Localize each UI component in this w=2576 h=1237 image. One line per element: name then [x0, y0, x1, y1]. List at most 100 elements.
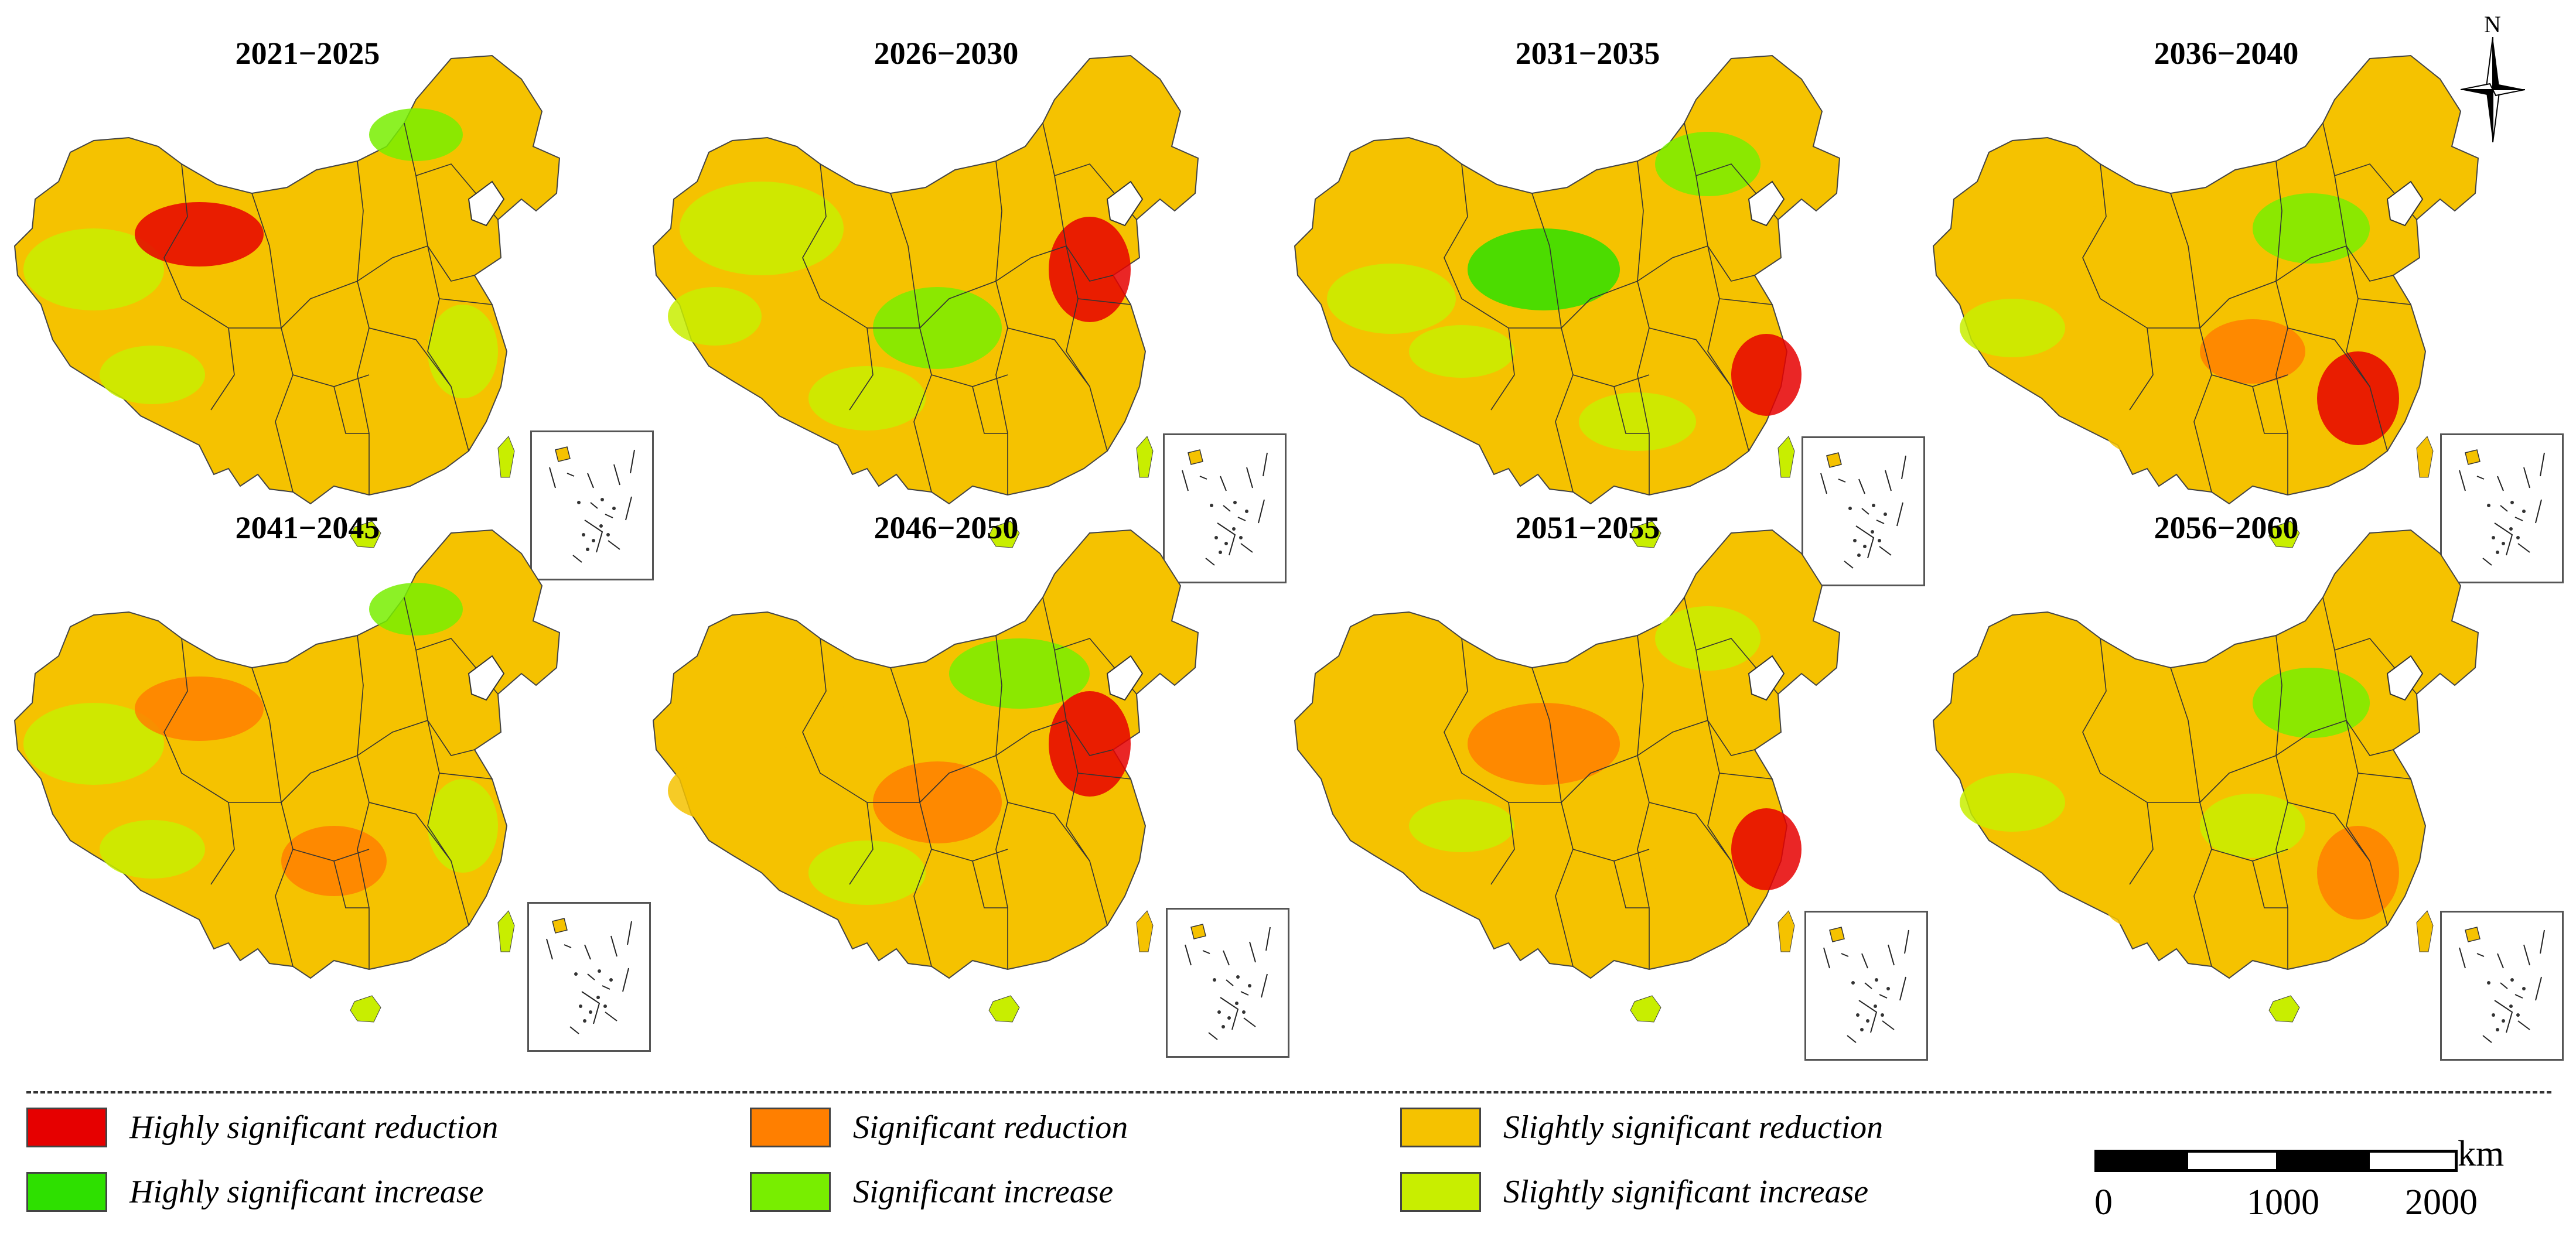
legend-label: Significant increase: [853, 1174, 1114, 1210]
class-patch: [1960, 773, 2065, 832]
scale-tick-0: 0: [2094, 1183, 2113, 1222]
china-map: [1932, 529, 2479, 1023]
scale-tick-2000: 2000: [2405, 1183, 2478, 1222]
class-patches: [23, 583, 498, 896]
province-borders: [802, 122, 1137, 495]
bohai-sea: [1106, 655, 1144, 701]
taiwan-island: [1777, 436, 1795, 478]
legend-label: Slightly significant reduction: [1503, 1109, 1884, 1146]
class-patch: [2317, 826, 2399, 920]
china-landmass: [652, 54, 1199, 505]
period-title: 2031−2035: [1515, 36, 1660, 71]
hainan-island: [1630, 521, 1661, 548]
north-label: N: [2484, 11, 2501, 37]
class-patch: [1409, 799, 1514, 852]
class-patch: [369, 108, 463, 161]
province-borders: [2082, 597, 2417, 969]
class-patch: [1731, 808, 1802, 890]
china-landmass: [652, 529, 1199, 979]
scale-segment: [2276, 1150, 2370, 1172]
bohai-sea: [1748, 180, 1785, 227]
class-patch: [668, 761, 762, 820]
compass-icon: [2461, 37, 2525, 142]
legend-label: Significant reduction: [853, 1109, 1128, 1146]
class-patch: [1655, 132, 1760, 196]
class-patch: [428, 779, 498, 873]
north-arrow: N: [2461, 11, 2525, 142]
class-patch: [1960, 299, 2065, 357]
province-borders: [163, 122, 499, 495]
taiwan-island: [2416, 436, 2434, 478]
class-patch: [1655, 606, 1760, 671]
hainan-island: [2268, 521, 2300, 548]
taiwan-island: [1777, 910, 1795, 952]
china-map: [652, 54, 1199, 548]
map-panel-6: 2046−2050: [644, 498, 1289, 1058]
period-title: 2051−2055: [1515, 510, 1660, 545]
hainan-island: [1630, 995, 1661, 1023]
legend-swatch: [1400, 1172, 1481, 1212]
taiwan-island: [1136, 910, 1154, 952]
south-china-sea-inset: [2440, 911, 2564, 1061]
class-patch: [1049, 217, 1131, 322]
legend-item-significant-increase: Significant increase: [750, 1168, 1113, 1215]
class-patch: [2253, 193, 2370, 264]
class-patch: [428, 305, 498, 398]
china-map: [1932, 54, 2479, 548]
legend-swatch: [1400, 1108, 1481, 1147]
scale-bar: km 0 1000 2000: [2094, 1134, 2504, 1232]
legend-item-significant-reduction: Significant reduction: [750, 1104, 1128, 1151]
taiwan-island: [2416, 910, 2434, 952]
class-patch: [2007, 679, 2147, 761]
south-china-sea-inset: [527, 902, 651, 1052]
period-title: 2036−2040: [2154, 36, 2299, 71]
legend-item-highly-significant-reduction: Highly significant reduction: [26, 1104, 498, 1151]
class-patch: [1731, 334, 1802, 416]
hainan-island: [988, 521, 1020, 548]
legend-label: Highly significant reduction: [129, 1109, 499, 1146]
bohai-sea: [468, 655, 505, 701]
period-title: 2041−2045: [235, 510, 380, 545]
class-patches: [1327, 606, 1802, 925]
class-patch: [680, 182, 844, 275]
class-patch: [1468, 228, 1620, 310]
class-patch: [23, 703, 164, 785]
south-china-sea-inset: [1166, 908, 1289, 1058]
class-patch: [1579, 392, 1696, 451]
hainan-island: [988, 995, 1020, 1023]
class-patches: [668, 164, 1131, 430]
class-patches: [1960, 668, 2399, 934]
province-borders: [802, 597, 1137, 969]
class-patches: [1960, 193, 2399, 460]
class-patch: [1409, 325, 1514, 378]
class-patch: [2253, 668, 2370, 738]
taiwan-island: [497, 910, 515, 952]
class-patch: [808, 366, 926, 430]
class-patch: [1327, 264, 1456, 334]
class-patch: [808, 840, 926, 905]
class-patch: [135, 202, 264, 266]
class-patch: [1327, 738, 1456, 808]
legend-swatch: [750, 1108, 831, 1147]
class-patch: [949, 164, 1090, 234]
map-panel-3: 2031−2035: [1286, 23, 1925, 586]
map-panel-2: 2026−2030: [644, 23, 1287, 583]
legend-divider: [26, 1091, 2551, 1094]
south-china-sea-inset: [530, 430, 654, 580]
map-panel-4: 2036−2040: [1925, 23, 2564, 583]
class-patch: [668, 287, 762, 346]
class-patch: [2007, 205, 2147, 287]
legend-item-highly-significant-increase: Highly significant increase: [26, 1168, 484, 1215]
china-map: [1294, 54, 1841, 548]
class-patch: [23, 228, 164, 310]
map-panel-5: 2041−2045: [6, 498, 651, 1052]
class-patch: [1579, 867, 1696, 925]
class-patch: [2317, 351, 2399, 445]
legend-label: Slightly significant increase: [1503, 1174, 1869, 1210]
class-patches: [668, 638, 1131, 905]
class-patches: [1327, 132, 1802, 451]
scale-unit: km: [2458, 1134, 2505, 1174]
map-panel-8: 2056−2060: [1925, 498, 2564, 1061]
south-china-sea-inset: [2440, 433, 2564, 583]
class-patch: [100, 346, 205, 404]
